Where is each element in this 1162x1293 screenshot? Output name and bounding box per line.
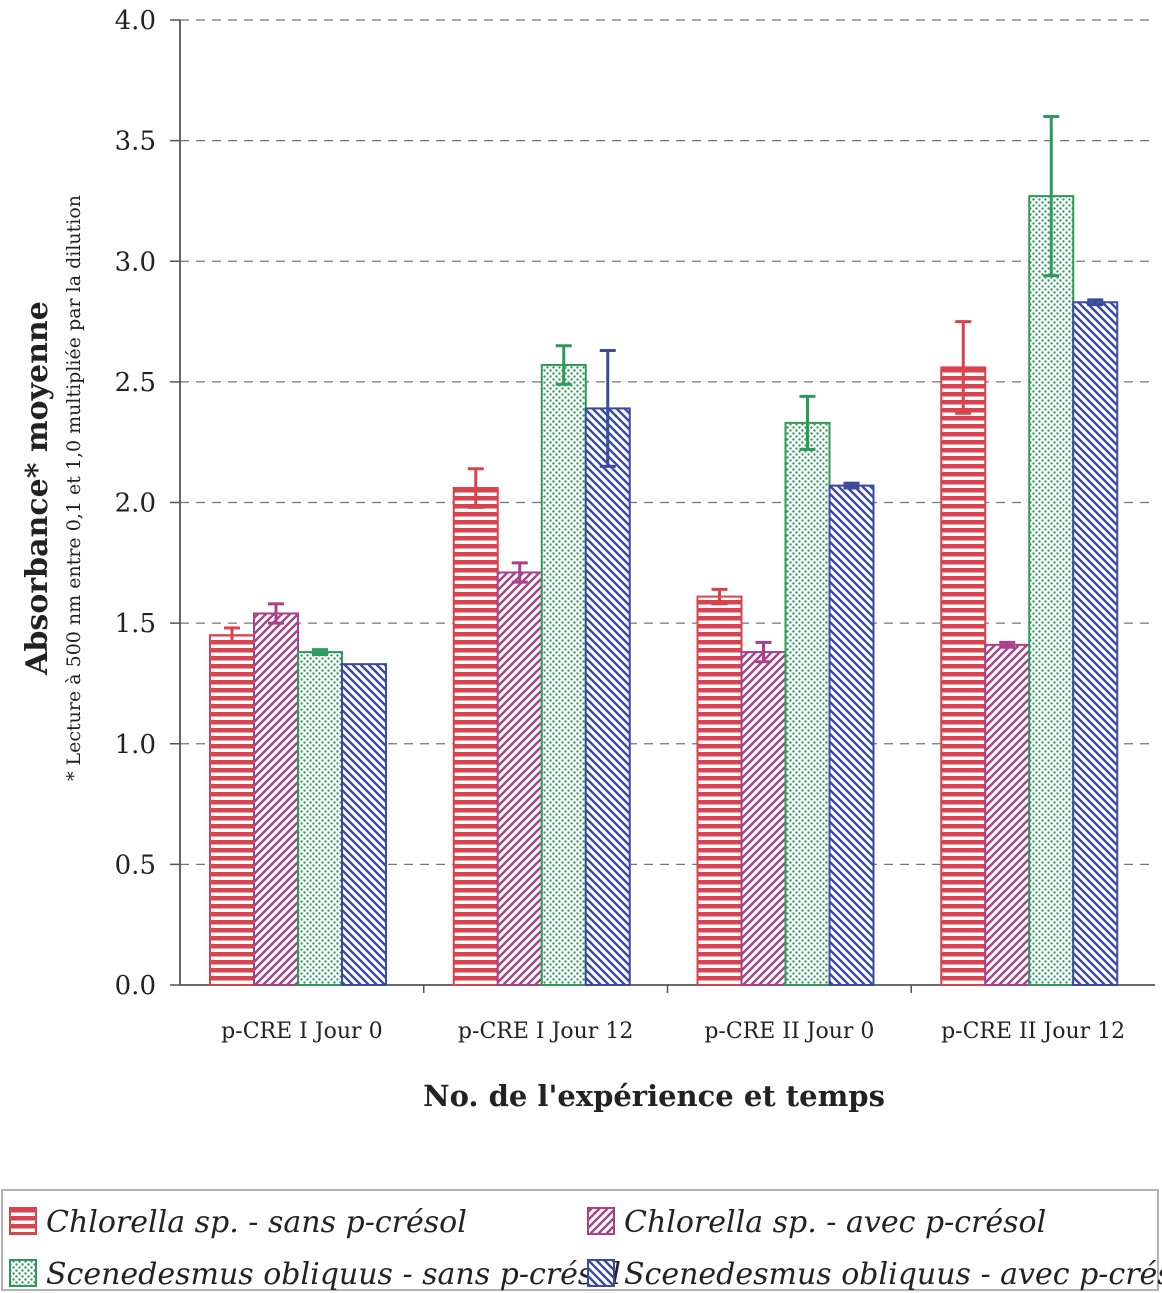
bar: [940, 366, 987, 986]
bar: [209, 634, 255, 986]
legend: Chlorella sp. - sans p-crésol Chlorella s…: [1, 1189, 1162, 1292]
legend-swatch: [9, 1259, 37, 1287]
y-tick-label: 1.0: [115, 730, 156, 760]
bar: [1028, 195, 1075, 987]
y-tick-label: 0.5: [115, 850, 156, 880]
bar: [784, 421, 831, 986]
bar: [584, 407, 631, 987]
legend-entry: Scenedesmus obliquus - avec p-crésol: [624, 1257, 1162, 1292]
bars: [209, 115, 1119, 987]
bar: [253, 612, 299, 986]
y-tick-label: 3.5: [115, 127, 156, 157]
bar: [452, 487, 499, 986]
x-axis-label: No. de l'expérience et temps: [423, 1079, 885, 1113]
category-label: p-CRE I Jour 0: [221, 1019, 382, 1044]
legend-entry: Scenedesmus obliquus - sans p-crésol: [46, 1257, 621, 1292]
y-axis-note: * Lecture à 500 nm entre 0,1 et 1,0 mult…: [63, 195, 85, 781]
bar: [540, 363, 587, 986]
y-tick-label: 3.0: [115, 247, 156, 277]
y-tick-label: 0.0: [115, 971, 156, 1001]
bar: [696, 595, 743, 987]
y-tick-label: 2.0: [115, 489, 156, 519]
legend-frame: [1, 1189, 1159, 1291]
bar: [828, 484, 875, 986]
legend-entry: Chlorella sp. - sans p-crésol: [46, 1205, 467, 1240]
bar: [341, 663, 387, 986]
category-label: p-CRE I Jour 12: [458, 1019, 633, 1044]
y-tick-label: 4.0: [115, 6, 156, 36]
bar: [496, 571, 543, 987]
category-label: p-CRE II Jour 12: [941, 1019, 1125, 1044]
legend-swatch: [9, 1207, 37, 1235]
y-axis-label: Absorbance* moyenne: [20, 301, 55, 676]
bar: [1072, 301, 1119, 986]
bar: [297, 651, 343, 986]
legend-entry: Chlorella sp. - avec p-crésol: [624, 1205, 1046, 1240]
legend-swatch: [587, 1259, 615, 1287]
bar: [740, 651, 787, 986]
tick-labels: 0.0 0.5 1.0 1.5 2.0 2.5 3.0 3.5 4.0 p-CRE I Jour …: [115, 6, 1126, 1044]
y-tick-label: 1.5: [115, 609, 156, 639]
category-label: p-CRE II Jour 0: [704, 1019, 874, 1044]
legend-swatch: [587, 1207, 615, 1235]
y-tick-label: 2.5: [115, 368, 156, 398]
bar: [984, 643, 1031, 987]
